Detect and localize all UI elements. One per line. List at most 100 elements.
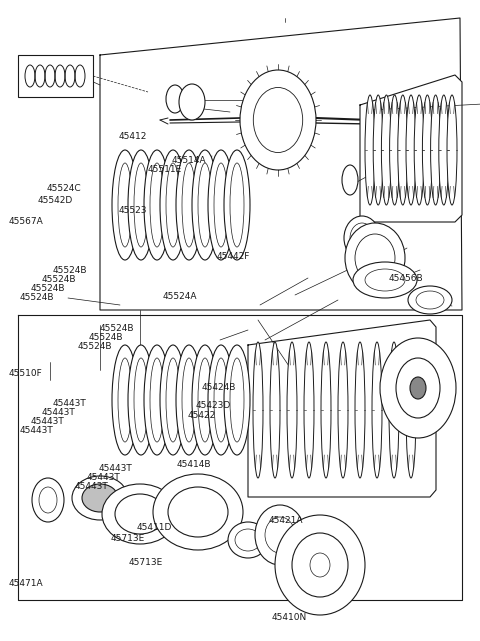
Ellipse shape bbox=[224, 150, 250, 260]
Ellipse shape bbox=[439, 95, 449, 205]
Ellipse shape bbox=[431, 95, 441, 205]
Ellipse shape bbox=[214, 163, 228, 247]
Ellipse shape bbox=[382, 95, 391, 205]
Text: 45524B: 45524B bbox=[78, 342, 112, 351]
Ellipse shape bbox=[166, 163, 180, 247]
Ellipse shape bbox=[168, 487, 228, 537]
Ellipse shape bbox=[389, 342, 399, 478]
Ellipse shape bbox=[150, 163, 164, 247]
Ellipse shape bbox=[176, 150, 202, 260]
Text: 45443T: 45443T bbox=[52, 399, 86, 408]
Ellipse shape bbox=[275, 515, 365, 615]
Ellipse shape bbox=[390, 95, 399, 205]
Ellipse shape bbox=[255, 505, 305, 565]
Ellipse shape bbox=[235, 529, 261, 551]
Ellipse shape bbox=[292, 533, 348, 597]
Ellipse shape bbox=[153, 474, 243, 550]
Ellipse shape bbox=[160, 150, 186, 260]
Ellipse shape bbox=[422, 95, 432, 205]
Ellipse shape bbox=[408, 286, 452, 314]
Text: 45524B: 45524B bbox=[52, 266, 87, 275]
Ellipse shape bbox=[128, 150, 154, 260]
Ellipse shape bbox=[398, 95, 408, 205]
Bar bbox=[18, 55, 93, 97]
Ellipse shape bbox=[144, 345, 170, 455]
Text: 45443T: 45443T bbox=[86, 473, 120, 482]
Ellipse shape bbox=[253, 88, 303, 153]
Text: 45510F: 45510F bbox=[9, 369, 42, 378]
Ellipse shape bbox=[224, 345, 250, 455]
Ellipse shape bbox=[134, 358, 148, 442]
Ellipse shape bbox=[230, 163, 244, 247]
Ellipse shape bbox=[192, 150, 218, 260]
Ellipse shape bbox=[342, 165, 358, 195]
Ellipse shape bbox=[365, 95, 375, 205]
Ellipse shape bbox=[118, 163, 132, 247]
Text: 45443T: 45443T bbox=[41, 408, 75, 417]
Ellipse shape bbox=[82, 484, 118, 512]
Ellipse shape bbox=[406, 95, 416, 205]
Ellipse shape bbox=[253, 342, 263, 478]
Ellipse shape bbox=[198, 358, 212, 442]
Text: 45713E: 45713E bbox=[129, 558, 163, 567]
Text: 45524B: 45524B bbox=[100, 324, 134, 333]
Ellipse shape bbox=[406, 342, 416, 478]
Ellipse shape bbox=[270, 342, 280, 478]
Text: 45514A: 45514A bbox=[172, 156, 206, 165]
Ellipse shape bbox=[128, 345, 154, 455]
Text: 45567A: 45567A bbox=[9, 217, 43, 226]
Ellipse shape bbox=[228, 522, 268, 558]
Ellipse shape bbox=[365, 269, 405, 291]
Text: 45524A: 45524A bbox=[162, 292, 197, 301]
Text: 45511E: 45511E bbox=[148, 165, 182, 174]
Text: 45524B: 45524B bbox=[19, 293, 54, 302]
Ellipse shape bbox=[380, 338, 456, 438]
Ellipse shape bbox=[112, 150, 138, 260]
Ellipse shape bbox=[134, 163, 148, 247]
Ellipse shape bbox=[102, 484, 178, 544]
Ellipse shape bbox=[72, 476, 128, 520]
Ellipse shape bbox=[160, 345, 186, 455]
Text: 45524B: 45524B bbox=[30, 284, 65, 293]
Ellipse shape bbox=[396, 358, 440, 418]
Ellipse shape bbox=[230, 358, 244, 442]
Ellipse shape bbox=[372, 342, 382, 478]
Ellipse shape bbox=[198, 163, 212, 247]
Ellipse shape bbox=[414, 95, 424, 205]
Ellipse shape bbox=[345, 223, 405, 293]
Ellipse shape bbox=[166, 85, 184, 113]
Text: 45524B: 45524B bbox=[41, 275, 76, 284]
Text: 45443T: 45443T bbox=[30, 417, 64, 426]
Ellipse shape bbox=[373, 95, 383, 205]
Text: 45411D: 45411D bbox=[137, 523, 172, 532]
Ellipse shape bbox=[182, 163, 196, 247]
Text: 45442F: 45442F bbox=[217, 252, 251, 261]
Text: 45524B: 45524B bbox=[89, 333, 123, 342]
Text: 45412: 45412 bbox=[119, 132, 147, 141]
Ellipse shape bbox=[150, 358, 164, 442]
Ellipse shape bbox=[355, 234, 395, 282]
Text: 45542D: 45542D bbox=[37, 196, 72, 205]
Ellipse shape bbox=[166, 358, 180, 442]
Text: 45471A: 45471A bbox=[9, 579, 43, 588]
Ellipse shape bbox=[416, 291, 444, 309]
Text: 45421A: 45421A bbox=[269, 516, 303, 525]
Text: 45422: 45422 bbox=[187, 411, 216, 420]
Text: 45443T: 45443T bbox=[98, 464, 132, 473]
Ellipse shape bbox=[350, 223, 374, 253]
Ellipse shape bbox=[176, 345, 202, 455]
Ellipse shape bbox=[179, 84, 205, 120]
Polygon shape bbox=[360, 75, 462, 222]
Text: 45443T: 45443T bbox=[74, 482, 108, 491]
Ellipse shape bbox=[115, 494, 165, 534]
Ellipse shape bbox=[144, 150, 170, 260]
Ellipse shape bbox=[344, 216, 380, 260]
Text: 45443T: 45443T bbox=[19, 426, 53, 435]
Ellipse shape bbox=[265, 517, 295, 553]
Polygon shape bbox=[248, 320, 436, 497]
Ellipse shape bbox=[208, 150, 234, 260]
Ellipse shape bbox=[182, 358, 196, 442]
Ellipse shape bbox=[338, 342, 348, 478]
Ellipse shape bbox=[112, 345, 138, 455]
Text: 45523: 45523 bbox=[119, 206, 147, 215]
